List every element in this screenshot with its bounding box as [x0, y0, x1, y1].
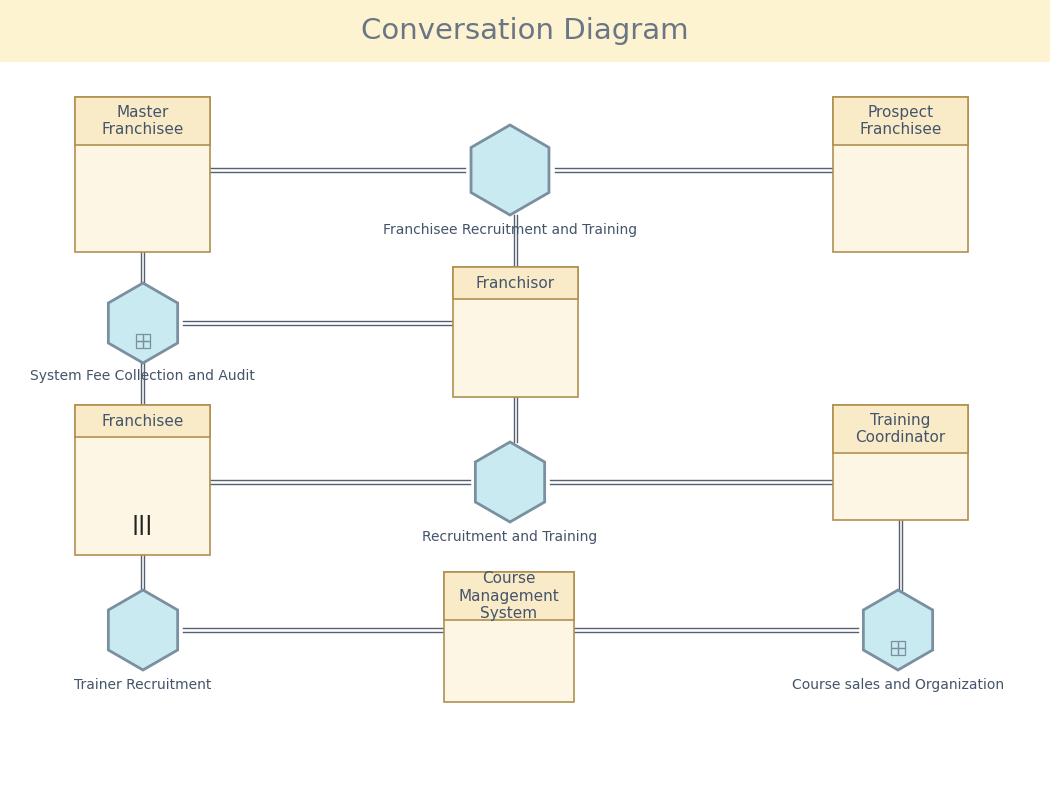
Bar — [0, 0, 1050, 62]
Bar — [898, 649, 905, 655]
Bar — [833, 405, 968, 453]
Bar — [75, 405, 210, 437]
Bar — [833, 97, 968, 145]
Text: Franchisee Recruitment and Training: Franchisee Recruitment and Training — [383, 223, 637, 237]
Bar — [833, 405, 968, 520]
Text: Prospect
Franchisee: Prospect Franchisee — [859, 105, 942, 137]
Text: Franchisee: Franchisee — [101, 413, 184, 428]
Text: Recruitment and Training: Recruitment and Training — [422, 530, 597, 544]
Text: Trainer Recruitment: Trainer Recruitment — [75, 678, 212, 692]
Text: Training
Coordinator: Training Coordinator — [856, 413, 946, 446]
Text: |||: ||| — [132, 515, 153, 535]
Bar — [444, 572, 574, 702]
Bar — [143, 334, 150, 341]
Polygon shape — [108, 283, 177, 363]
Bar — [833, 97, 968, 252]
Bar — [75, 97, 210, 145]
Text: Course sales and Organization: Course sales and Organization — [792, 678, 1004, 692]
Polygon shape — [471, 125, 549, 215]
Bar — [898, 641, 905, 649]
Bar — [143, 341, 150, 348]
Bar — [136, 341, 143, 348]
Bar — [444, 572, 574, 620]
Polygon shape — [108, 590, 177, 670]
Text: Conversation Diagram: Conversation Diagram — [361, 17, 689, 45]
Polygon shape — [863, 590, 932, 670]
Text: Master
Franchisee: Master Franchisee — [101, 105, 184, 137]
Bar — [75, 405, 210, 555]
Bar — [75, 97, 210, 252]
Bar — [891, 649, 898, 655]
Polygon shape — [476, 442, 545, 522]
Bar — [136, 334, 143, 341]
Text: Franchisor: Franchisor — [476, 276, 555, 291]
Bar — [891, 641, 898, 649]
Text: Course
Management
System: Course Management System — [459, 571, 560, 621]
Bar — [453, 267, 578, 299]
Text: System Fee Collection and Audit: System Fee Collection and Audit — [30, 369, 255, 383]
Bar — [453, 267, 578, 397]
